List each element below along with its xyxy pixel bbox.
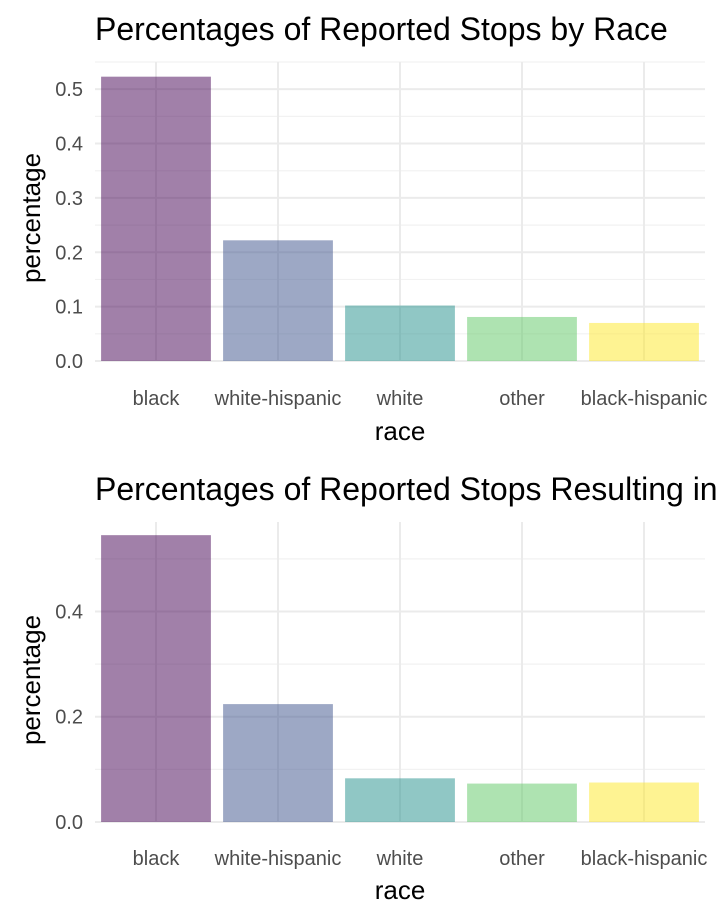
bar-white — [345, 305, 455, 361]
x-tick-label: black — [133, 848, 181, 870]
bar-other — [467, 316, 577, 361]
x-tick-label: white-hispanic — [214, 848, 342, 870]
y-tick-label: 0.2 — [55, 242, 83, 264]
x-tick-label: other — [499, 388, 545, 410]
x-axis-title: race — [375, 416, 426, 446]
bar-black-hispanic — [589, 322, 699, 361]
x-tick-label: black-hispanic — [581, 848, 708, 870]
y-tick-label: 0.0 — [55, 812, 83, 834]
x-tick-labels: black white-hispanic white other black-hispa… — [133, 388, 708, 410]
y-tick-label: 0.1 — [55, 297, 83, 319]
bar-other — [467, 783, 577, 822]
bar-black — [101, 76, 211, 361]
y-tick-label: 0.4 — [55, 134, 83, 156]
x-tick-label: white-hispanic — [214, 388, 342, 410]
x-tick-label: black — [133, 388, 181, 410]
bars — [101, 535, 699, 822]
chart-race-stops: black white-hispanic white other black-hispa… — [16, 11, 707, 446]
y-tick-label: 0.3 — [55, 188, 83, 210]
y-tick-label: 0.0 — [55, 351, 83, 373]
y-tick-label: 0.5 — [55, 79, 83, 101]
x-axis-title: race — [375, 875, 426, 905]
y-tick-labels: 0.0 0.2 0.4 — [55, 601, 83, 834]
y-tick-labels: 0.0 0.1 0.2 0.3 0.4 0.5 — [55, 79, 83, 373]
x-tick-label: white — [376, 848, 424, 870]
x-tick-label: other — [499, 848, 545, 870]
chart-race-arrests: black white-hispanic white other black-hispa… — [16, 471, 720, 905]
y-axis-title: percentage — [16, 615, 46, 745]
y-tick-label: 0.4 — [55, 601, 83, 623]
bar-white-hispanic — [223, 240, 333, 361]
bar-white — [345, 778, 455, 822]
chart-title: Percentages of Reported Stops Resulting … — [95, 471, 720, 507]
x-tick-labels: black white-hispanic white other black-hispa… — [133, 848, 708, 870]
y-tick-label: 0.2 — [55, 707, 83, 729]
x-tick-label: black-hispanic — [581, 388, 708, 410]
y-axis-title: percentage — [16, 153, 46, 283]
bar-black — [101, 535, 211, 822]
bars — [101, 76, 699, 361]
chart-title: Percentages of Reported Stops by Race — [95, 11, 668, 47]
bar-white-hispanic — [223, 704, 333, 822]
x-tick-label: white — [376, 388, 424, 410]
bar-black-hispanic — [589, 782, 699, 822]
